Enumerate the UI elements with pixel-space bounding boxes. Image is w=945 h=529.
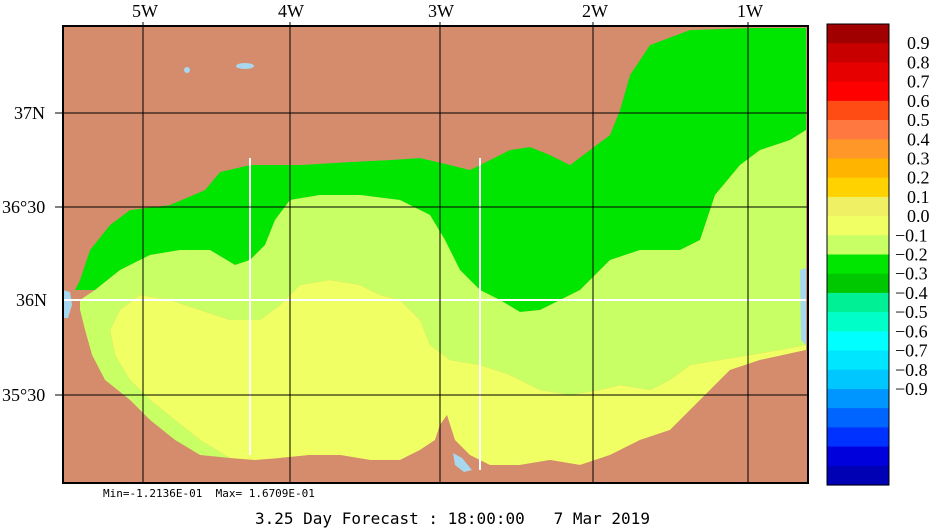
colorbar: 0.90.80.70.60.50.40.30.20.10.0−0.1−0.2−0…: [826, 23, 930, 486]
sea-region-high: [110, 280, 806, 465]
colorbar-swatch: [827, 369, 889, 390]
colorbar-swatch: [827, 292, 889, 313]
lon-label: 2W: [582, 1, 608, 21]
colorbar-label: 0.2: [907, 168, 930, 188]
colorbar-label: −0.7: [895, 341, 928, 361]
lat-label: 36°30: [2, 197, 45, 217]
colorbar-label: −0.6: [895, 321, 928, 341]
colorbar-label: 0.7: [907, 72, 930, 92]
colorbar-swatch: [827, 139, 889, 160]
colorbar-swatch: [827, 100, 889, 121]
reservoir-water: [236, 63, 254, 69]
lon-label: 5W: [132, 1, 158, 21]
sea-region-low: [63, 28, 806, 312]
longitude-labels: 5W 4W 3W 2W 1W: [132, 1, 763, 21]
colorbar-swatch: [827, 177, 889, 198]
colorbar-label: 0.3: [907, 148, 930, 168]
colorbar-label: −0.8: [895, 360, 928, 380]
lon-label: 1W: [737, 1, 763, 21]
colorbar-swatch: [827, 43, 889, 64]
colorbar-label: −0.5: [895, 302, 928, 322]
min-max-stats: Min=-1.2136E-01 Max= 1.6709E-01: [103, 487, 315, 500]
colorbar-swatch: [827, 273, 889, 294]
reservoir-water: [184, 67, 190, 73]
lon-label: 3W: [428, 1, 454, 21]
map-panel: [55, 22, 809, 484]
graticule-black: [55, 22, 808, 483]
colorbar-swatch: [827, 388, 889, 409]
colorbar-label: −0.2: [895, 245, 928, 265]
colorbar-label: 0.6: [907, 91, 930, 111]
lon-label: 4W: [278, 1, 304, 21]
colorbar-label: −0.1: [895, 225, 928, 245]
colorbar-label: 0.0: [907, 206, 930, 226]
colorbar-swatch: [827, 446, 889, 467]
colorbar-swatch: [827, 408, 889, 428]
colorbar-label: 0.1: [907, 187, 930, 207]
forecast-caption: 3.25 Day Forecast : 18:00:00 7 Mar 2019: [255, 509, 650, 528]
lat-label: 35°30: [2, 385, 45, 405]
colorbar-swatch: [827, 235, 889, 256]
lagoon-water: [453, 453, 472, 472]
colorbar-swatch: [827, 120, 889, 140]
lat-label: 37N: [14, 103, 45, 123]
colorbar-swatch: [827, 465, 889, 486]
colorbar-swatch: [827, 331, 889, 352]
colorbar-label: 0.5: [907, 110, 930, 130]
colorbar-swatch: [827, 24, 889, 44]
lat-label: 36N: [16, 290, 47, 310]
colorbar-label: 0.4: [907, 129, 930, 149]
colorbar-swatch: [827, 312, 889, 332]
colorbar-label: −0.9: [895, 379, 928, 399]
colorbar-label: 0.8: [907, 52, 930, 72]
latitude-labels: 37N 36°30 36N 35°30: [2, 103, 47, 405]
colorbar-swatch: [827, 427, 889, 448]
colorbar-swatch: [827, 62, 889, 83]
colorbar-swatch: [827, 216, 889, 236]
colorbar-swatch: [827, 196, 889, 217]
sea-region-mid: [80, 130, 806, 458]
colorbar-frame: [826, 23, 890, 486]
colorbar-label: −0.3: [895, 264, 928, 284]
atlantic-water: [63, 290, 72, 318]
north-coast-land: [63, 26, 806, 300]
colorbar-label: 0.9: [907, 33, 930, 53]
colorbar-swatch: [827, 81, 889, 102]
colorbar-swatch: [827, 254, 889, 275]
colorbar-swatch: [827, 158, 889, 179]
colorbar-swatch: [827, 350, 889, 371]
colorbar-label: −0.4: [895, 283, 928, 303]
map-frame: [62, 25, 809, 484]
south-coast-land: [63, 300, 806, 483]
eastern-water: [800, 268, 806, 345]
